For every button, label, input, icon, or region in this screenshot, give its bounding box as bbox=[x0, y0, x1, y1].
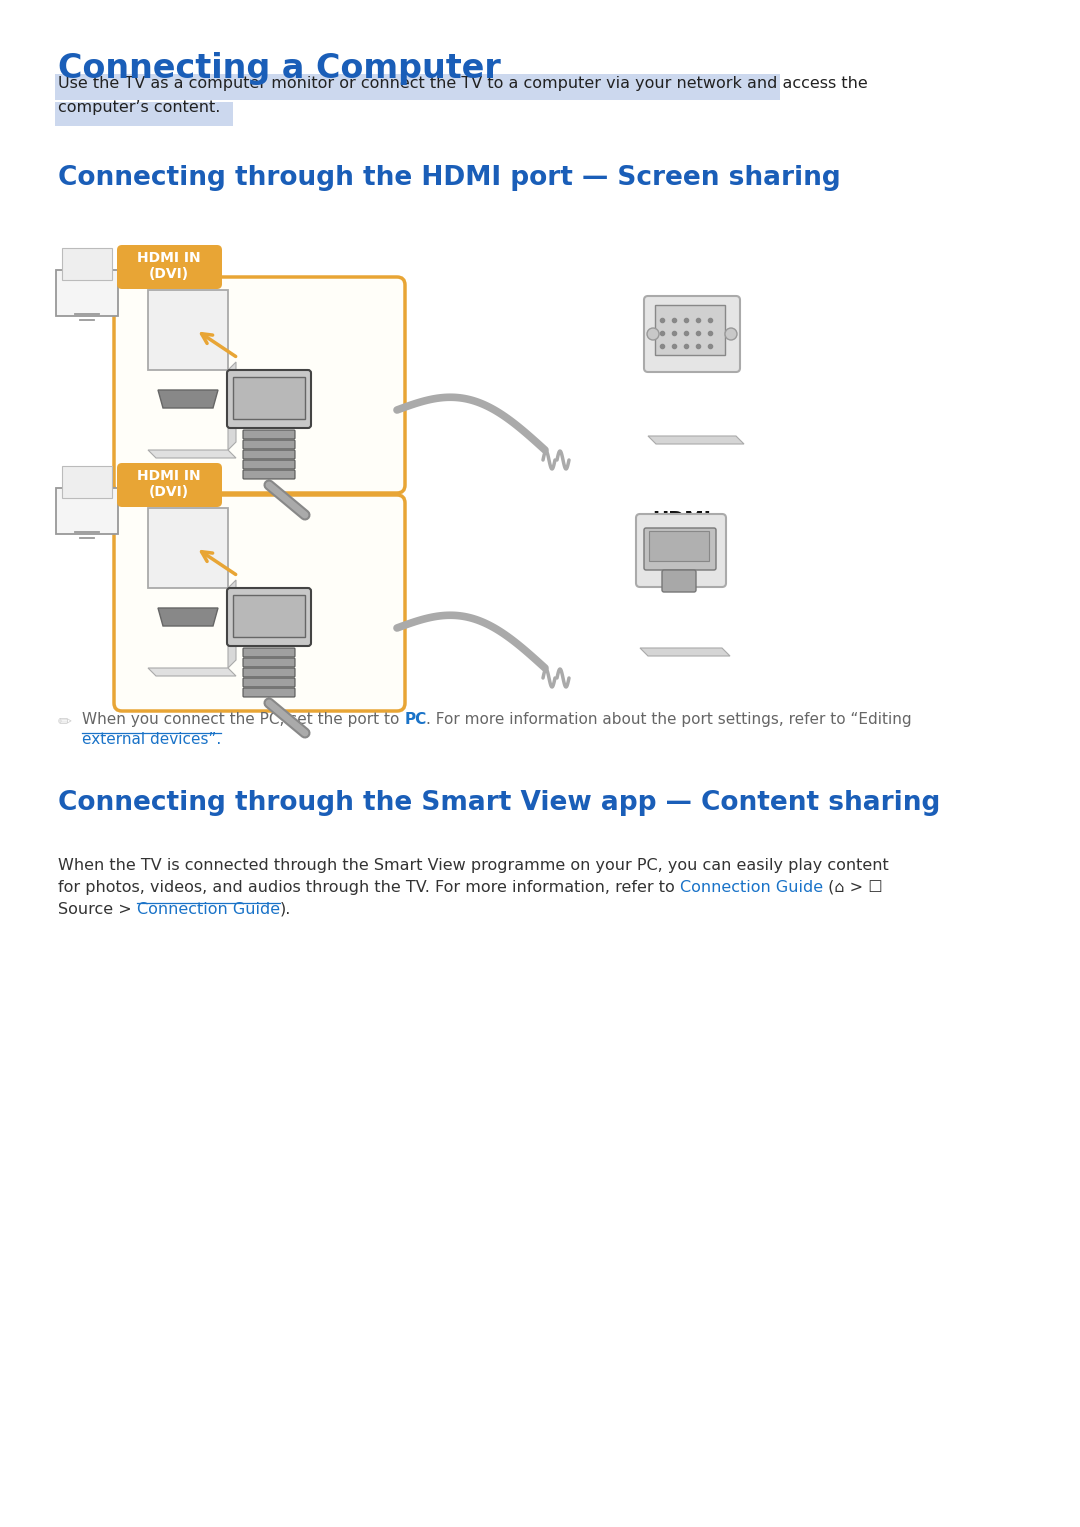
FancyBboxPatch shape bbox=[148, 508, 228, 588]
Text: Use the TV as a computer monitor or connect the TV to a computer via your networ: Use the TV as a computer monitor or conn… bbox=[58, 76, 867, 92]
Text: DVI: DVI bbox=[660, 295, 699, 315]
Circle shape bbox=[647, 328, 659, 341]
Polygon shape bbox=[148, 667, 237, 676]
Text: Connecting through the HDMI port — Screen sharing: Connecting through the HDMI port — Scree… bbox=[58, 165, 840, 191]
Text: PC: PC bbox=[404, 712, 427, 727]
Polygon shape bbox=[648, 437, 744, 444]
FancyBboxPatch shape bbox=[644, 296, 740, 373]
Text: Source >: Source > bbox=[58, 902, 137, 918]
FancyBboxPatch shape bbox=[56, 489, 118, 534]
Text: HDMI: HDMI bbox=[652, 510, 711, 528]
FancyBboxPatch shape bbox=[243, 689, 295, 696]
FancyBboxPatch shape bbox=[243, 460, 295, 469]
Polygon shape bbox=[640, 647, 730, 657]
Polygon shape bbox=[158, 389, 218, 408]
FancyBboxPatch shape bbox=[243, 678, 295, 687]
Text: Connection Guide: Connection Guide bbox=[137, 902, 280, 918]
FancyBboxPatch shape bbox=[62, 466, 112, 498]
FancyBboxPatch shape bbox=[649, 531, 708, 560]
FancyBboxPatch shape bbox=[227, 588, 311, 646]
FancyBboxPatch shape bbox=[62, 247, 112, 279]
Text: When the TV is connected through the Smart View programme on your PC, you can ea: When the TV is connected through the Sma… bbox=[58, 858, 889, 873]
FancyBboxPatch shape bbox=[662, 570, 696, 592]
Text: Connecting a Computer: Connecting a Computer bbox=[58, 52, 501, 86]
FancyBboxPatch shape bbox=[243, 667, 295, 676]
Polygon shape bbox=[228, 362, 237, 450]
Text: . For more information about the port settings, refer to “Editing: . For more information about the port se… bbox=[427, 712, 913, 727]
Text: (⌂ > ☐: (⌂ > ☐ bbox=[823, 880, 882, 895]
Text: Connecting through the Smart View app — Content sharing: Connecting through the Smart View app — … bbox=[58, 789, 941, 815]
FancyBboxPatch shape bbox=[636, 515, 726, 586]
FancyBboxPatch shape bbox=[114, 276, 405, 493]
Polygon shape bbox=[148, 450, 237, 458]
Circle shape bbox=[725, 328, 737, 341]
Text: HDMI IN
(DVI): HDMI IN (DVI) bbox=[137, 250, 201, 281]
FancyBboxPatch shape bbox=[644, 528, 716, 570]
FancyBboxPatch shape bbox=[55, 102, 233, 127]
Text: HDMI IN
(DVI): HDMI IN (DVI) bbox=[137, 469, 201, 499]
FancyBboxPatch shape bbox=[56, 270, 118, 316]
FancyBboxPatch shape bbox=[233, 377, 305, 418]
Polygon shape bbox=[158, 608, 218, 626]
Text: computer’s content.: computer’s content. bbox=[58, 99, 220, 115]
Text: for photos, videos, and audios through the TV. For more information, refer to: for photos, videos, and audios through t… bbox=[58, 880, 680, 895]
FancyBboxPatch shape bbox=[117, 244, 222, 289]
FancyBboxPatch shape bbox=[243, 440, 295, 449]
Text: When you connect the PC, set the port to: When you connect the PC, set the port to bbox=[82, 712, 404, 727]
FancyBboxPatch shape bbox=[227, 370, 311, 428]
FancyBboxPatch shape bbox=[243, 431, 295, 438]
FancyBboxPatch shape bbox=[654, 305, 725, 354]
FancyBboxPatch shape bbox=[243, 658, 295, 667]
Polygon shape bbox=[228, 580, 237, 667]
FancyBboxPatch shape bbox=[243, 470, 295, 479]
FancyBboxPatch shape bbox=[55, 73, 780, 99]
Text: ).: ). bbox=[280, 902, 292, 918]
Text: external devices”.: external devices”. bbox=[82, 731, 221, 747]
FancyBboxPatch shape bbox=[243, 647, 295, 657]
FancyBboxPatch shape bbox=[148, 290, 228, 370]
FancyBboxPatch shape bbox=[233, 596, 305, 637]
FancyBboxPatch shape bbox=[243, 450, 295, 460]
FancyBboxPatch shape bbox=[114, 495, 405, 712]
Text: Connection Guide: Connection Guide bbox=[680, 880, 823, 895]
FancyBboxPatch shape bbox=[117, 463, 222, 507]
Text: ✏: ✏ bbox=[58, 712, 72, 730]
